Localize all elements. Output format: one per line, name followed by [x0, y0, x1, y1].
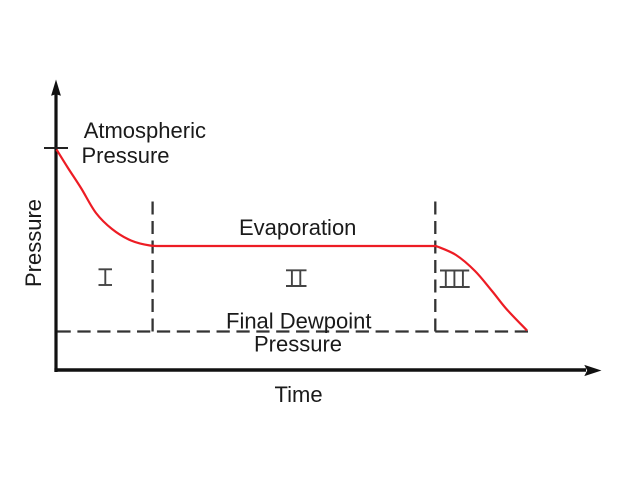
- svg-text:Atmospheric: Atmospheric: [84, 118, 206, 143]
- svg-text:Evaporation: Evaporation: [239, 215, 356, 240]
- svg-text:Time: Time: [275, 382, 323, 407]
- svg-text:Final Dewpoint: Final Dewpoint: [226, 309, 372, 334]
- svg-text:Pressure: Pressure: [21, 199, 46, 287]
- svg-text:Pressure: Pressure: [254, 332, 342, 357]
- svg-text:Pressure: Pressure: [82, 143, 170, 168]
